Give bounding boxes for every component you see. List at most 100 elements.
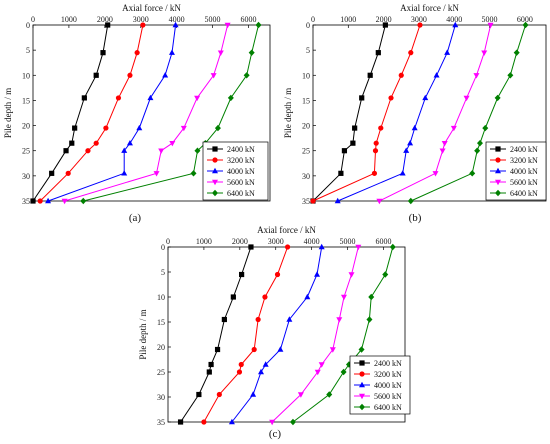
panel-c-series-2-point [250, 391, 257, 397]
panel-b-series-4-point [407, 197, 414, 205]
panel-b-legend-marker-2 [495, 167, 501, 174]
panel-b-series-4-point [482, 124, 489, 132]
panel-a-xtick-label: 4000 [169, 15, 185, 24]
panel-c-series-4-point [326, 391, 333, 398]
panel-c-series-3-point [318, 362, 325, 368]
panel-c-series-4-point [289, 418, 296, 426]
panel-c-series-2-point [286, 316, 293, 322]
panel-c-legend-label-4: 6400 kN [374, 403, 402, 412]
panel-b-series-0-point [350, 140, 356, 146]
panel-b-label: (b) [409, 212, 422, 224]
panel-a-series-1-point [65, 170, 71, 176]
panel-c-xtick-label: 0 [166, 237, 170, 246]
panel-a-series-3-point [169, 140, 176, 147]
panel-c-series-4-point [340, 368, 347, 376]
panel-b-series-4-point [522, 21, 529, 29]
panel-c-legend-label-2: 4000 kN [374, 381, 402, 390]
panel-b-legend-marker-0 [495, 146, 501, 152]
panel-b-ytick-label: 25 [302, 147, 310, 156]
panel-c-legend-label-0: 2400 kN [374, 359, 402, 368]
panel-a-series-2-point [136, 124, 143, 131]
panel-a-legend-marker-3 [212, 179, 218, 186]
panel-b-series-2-point [411, 124, 418, 131]
panel-a-xtick-label: 1000 [61, 15, 77, 24]
panel-a-series-4-point [243, 72, 250, 79]
panel-c-series-1-point [262, 294, 268, 300]
panel-a-series-1-point [37, 198, 43, 204]
panel-b-legend-marker-3 [495, 179, 501, 186]
panel-a-series-4-point [80, 197, 87, 205]
panel-a-series-4-point [194, 147, 201, 154]
panel-c-series-3-point [340, 294, 347, 301]
panel-c-series-1-point [274, 271, 281, 278]
panel-b-xtick-label: 5000 [482, 15, 498, 24]
panel-a-xtick-label: 2000 [97, 15, 113, 24]
panel-b-xtick-label: 4000 [446, 15, 462, 24]
panel-a-legend-marker-2 [212, 167, 218, 174]
panel-c-ytick-label: 10 [157, 293, 165, 302]
panel-a-series-1-point [140, 22, 146, 28]
panel-b-series-1-point [371, 170, 378, 176]
panel-c-series-2-point [258, 368, 265, 375]
panel-a-ytick-label: 0 [26, 21, 30, 30]
panel-a-legend-label-4: 6400 kN [227, 189, 255, 198]
panel-c-series-1-line [203, 246, 289, 423]
panel-c-series-2-point [262, 361, 269, 367]
panel-a-ytick-label: 35 [22, 197, 30, 206]
panel-b-frame [312, 24, 547, 202]
panel-c-series-0-point [221, 316, 227, 323]
panel-a-series-0-point [105, 22, 111, 28]
panel-c-series-4-point [358, 346, 365, 353]
panel-a-xtick-label: 5000 [205, 15, 221, 24]
panel-a-x-axis-label: Axial force / kN [122, 3, 181, 13]
panel-c-legend-marker-4 [359, 403, 365, 411]
panel-b-series-3-point [481, 50, 488, 56]
panel-c-ytick-label: 5 [161, 268, 165, 277]
panel-c-ytick-label: 0 [161, 243, 165, 252]
panel-c-ytick-label: 35 [157, 418, 165, 427]
panel-c-series-3-point [355, 244, 362, 251]
panel-b-series-2-line [337, 24, 456, 202]
panel-a-legend-marker-0 [212, 146, 218, 152]
panel-c-series-0-point [239, 271, 245, 278]
panel-b-series-2-point [407, 139, 414, 146]
panel-b-series-3-point [463, 95, 470, 102]
panel-a-series-2-point [168, 49, 175, 55]
panel-b-series-1-point [408, 50, 414, 56]
panel-a-series-3-point [180, 125, 187, 132]
panel-a-y-axis-label: Pile depth / m [3, 88, 13, 138]
panel-a-series-2-point [121, 147, 128, 153]
panel-a-series-2-point [45, 197, 52, 204]
panel-b-ytick-label: 15 [302, 96, 310, 105]
panel-b-series-0-point [341, 148, 348, 154]
panel-b-series-3-point [450, 125, 457, 132]
panel-c-series-3-point [348, 272, 355, 278]
panel-c: (c) 0 1000 2000 3000 4000 5000 6000 0 5 10 15 20 25 3… [138, 225, 411, 440]
panel-b-series-2-point [444, 49, 451, 55]
panel-a-series-2-point [162, 72, 169, 78]
panel-c-legend-marker-2 [359, 381, 365, 388]
panel-c-series-0-point [230, 294, 236, 300]
panel-a-xtick-label: 0 [31, 15, 35, 24]
panel-c-series-1-point [216, 391, 222, 398]
panel-a-series-0-point [93, 72, 99, 78]
panel-a-series-3-point [210, 73, 217, 79]
panel-c-series-1-point [251, 346, 257, 353]
panel-c-series-4-point [389, 243, 396, 251]
panel-b-legend-label-0: 2400 kN [510, 145, 538, 154]
panel-a-series-1-point [134, 50, 140, 56]
panel-b-ytick-label: 30 [302, 172, 310, 181]
panel-b-legend-label-1: 3200 kN [510, 156, 538, 165]
panel-c-series-2-point [277, 346, 284, 352]
panel-b-ytick-label: 5 [306, 46, 310, 55]
panel-a-label: (a) [129, 212, 142, 224]
panel-a-series-1-point [85, 148, 91, 154]
panel-c-ytick-label: 25 [157, 368, 165, 377]
panel-c-series-1-point [238, 361, 244, 368]
panel-b-series-2-point [433, 72, 440, 78]
panel-c-xtick-label: 1000 [196, 237, 212, 246]
panel-c-label: (c) [269, 428, 282, 440]
panel-b-series-4-point [513, 49, 520, 56]
panel-b-legend-label-2: 4000 kN [510, 167, 538, 176]
panel-a-series-1-point [93, 140, 99, 146]
